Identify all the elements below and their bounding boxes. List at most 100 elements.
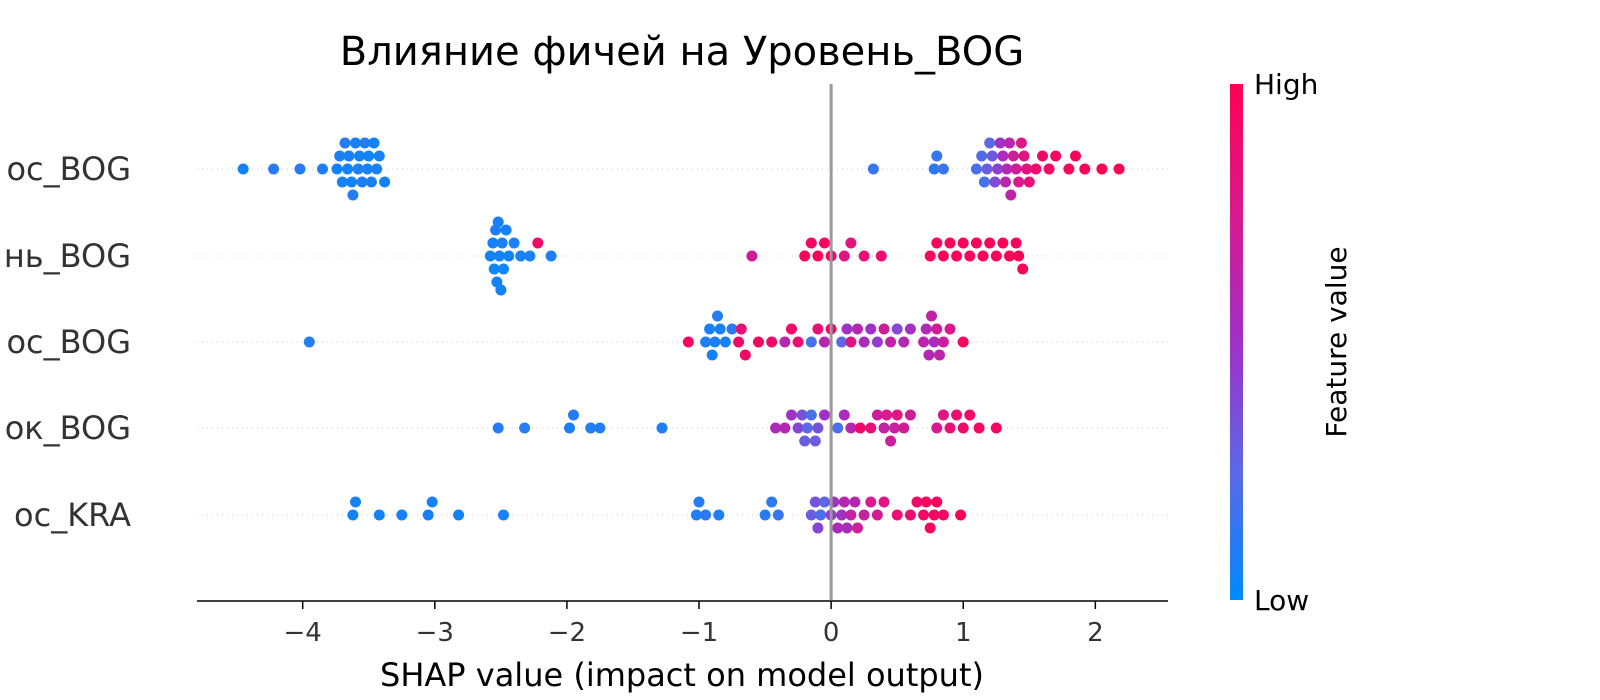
shap-point <box>841 522 853 534</box>
shap-point <box>871 409 883 421</box>
shap-point <box>347 189 359 201</box>
shap-point <box>268 163 280 175</box>
shap-point <box>891 509 903 521</box>
colorbar-high-label: High <box>1254 68 1318 101</box>
shap-point <box>487 237 499 249</box>
shap-point <box>1079 163 1091 175</box>
shap-point <box>931 150 943 162</box>
shap-point <box>920 323 932 335</box>
shap-point <box>819 336 830 348</box>
shap-point <box>937 409 949 421</box>
shap-point <box>809 435 821 447</box>
shap-point <box>871 509 883 521</box>
shap-point <box>928 509 940 521</box>
shap-point <box>845 336 857 348</box>
shap-point <box>363 150 375 162</box>
shap-point <box>1001 163 1013 175</box>
shap-point <box>931 422 943 434</box>
shap-point <box>1015 137 1027 149</box>
shap-point <box>709 336 721 348</box>
shap-point <box>845 237 857 249</box>
shap-point <box>350 137 361 149</box>
shap-point <box>865 496 877 508</box>
shap-point <box>871 336 883 348</box>
shap-point <box>524 250 536 262</box>
shap-point <box>931 323 943 335</box>
x-axis-label: SHAP value (impact on model output) <box>380 656 984 694</box>
shap-point <box>924 250 936 262</box>
shap-point <box>519 422 531 434</box>
shap-point <box>986 150 998 162</box>
shap-point <box>368 137 380 149</box>
shap-point <box>726 323 738 335</box>
shap-point <box>944 323 956 335</box>
shap-point <box>792 422 804 434</box>
shap-point <box>805 336 817 348</box>
shap-point <box>786 409 797 421</box>
feature-label: нь_BOG <box>4 237 131 275</box>
shap-point <box>713 509 725 521</box>
shap-point <box>700 336 712 348</box>
shap-point <box>805 237 817 249</box>
shap-point <box>898 422 910 434</box>
shap-point <box>303 336 315 348</box>
shap-point <box>779 422 791 434</box>
shap-point <box>836 509 848 521</box>
shap-point <box>772 509 784 521</box>
shap-point <box>1023 176 1035 188</box>
shap-point <box>832 422 844 434</box>
shap-point <box>347 509 359 521</box>
shap-point <box>997 237 1009 249</box>
shap-point <box>1070 150 1081 162</box>
shap-point <box>801 422 813 434</box>
shap-point <box>990 250 1002 262</box>
feature-label: ос_BOG <box>6 323 131 361</box>
shap-point <box>594 422 606 434</box>
shap-point <box>1021 163 1033 175</box>
shap-point <box>496 237 508 249</box>
chart-title: Влияние фичей на Уровень_BOG <box>340 29 1024 75</box>
colorbar <box>1230 84 1243 600</box>
shap-point <box>957 336 969 348</box>
x-axis-ticks: −4 −3 −2 −1 0 1 2 <box>284 601 1104 648</box>
shap-point <box>564 422 575 434</box>
shap-point <box>889 422 900 434</box>
shap-point <box>568 409 579 421</box>
shap-point <box>495 284 507 296</box>
shap-point <box>928 336 940 348</box>
shap-point <box>799 250 811 262</box>
shap-point <box>881 409 893 421</box>
shap-point <box>656 422 668 434</box>
shap-point <box>951 250 963 262</box>
shap-point <box>1005 189 1017 201</box>
shap-point <box>492 216 504 228</box>
x-tick-label: 1 <box>955 618 972 648</box>
shap-point <box>1000 176 1011 188</box>
shap-point <box>836 336 848 348</box>
shap-point <box>492 422 504 434</box>
shap-point <box>373 150 385 162</box>
shap-point <box>1004 250 1015 262</box>
shap-point <box>973 422 985 434</box>
shap-point <box>735 323 747 335</box>
shap-point <box>746 250 758 262</box>
shap-point <box>766 496 778 508</box>
shap-point <box>865 422 877 434</box>
shap-point <box>342 163 354 175</box>
shap-point <box>964 409 976 421</box>
shap-point <box>317 163 328 175</box>
shap-point <box>992 163 1004 175</box>
shap-point <box>1030 163 1042 175</box>
shap-point <box>819 409 830 421</box>
shap-point <box>984 237 996 249</box>
shap-point <box>336 176 348 188</box>
shap-point <box>805 409 817 421</box>
shap-point <box>356 176 368 188</box>
shap-point <box>373 509 385 521</box>
data-points <box>237 137 1125 534</box>
shap-point <box>503 250 515 262</box>
x-tick-label: 2 <box>1087 618 1104 648</box>
shap-point <box>937 250 949 262</box>
x-tick-label: −3 <box>416 618 454 648</box>
